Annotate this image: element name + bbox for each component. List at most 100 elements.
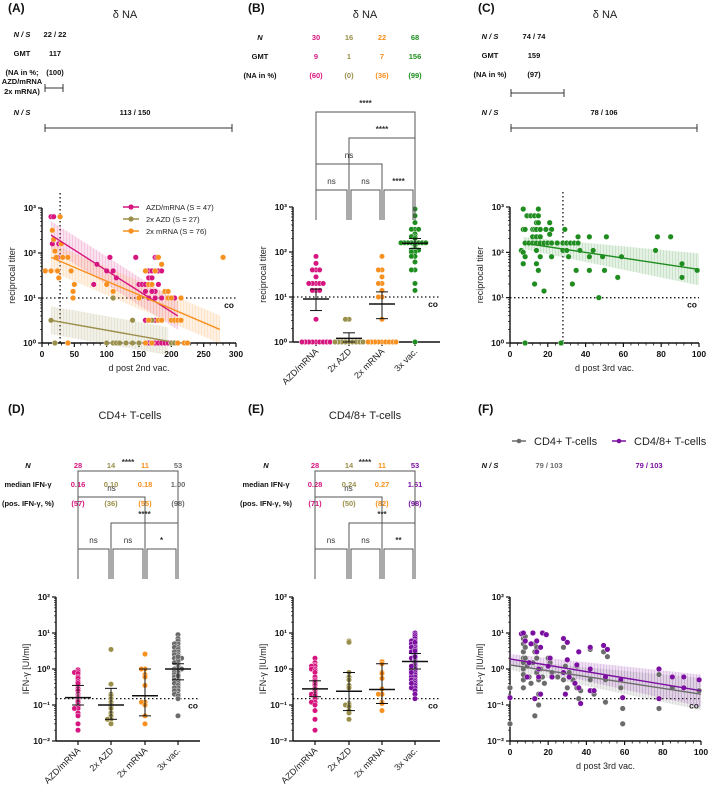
legend-label: 2x AZD (S = 27) [146,215,200,224]
x-tick-label: 100 [100,349,114,359]
significance-label: ns [107,484,115,493]
stats-value: 53 [411,461,419,470]
y-axis-label: IFN-γ [UI/ml] [21,644,31,695]
y-tick-label: 10² [275,592,287,602]
legend-marker [128,228,134,234]
significance-bracket [314,496,383,579]
significance-label: **** [122,458,135,467]
range-bracket-day28 [510,89,565,97]
data-point [75,712,81,719]
significance-bracket [315,111,416,220]
data-point [587,666,594,673]
x-tick-label: 20 [543,747,553,757]
panel-title: δ NA [113,9,138,21]
stats-value: 28 [74,461,82,470]
data-point [541,288,548,295]
data-point [129,340,136,347]
significance-label: ns [361,177,369,186]
legend-marker [616,438,622,444]
data-point [520,260,527,267]
stats-value: 0.27 [375,480,390,489]
data-point [168,295,175,302]
data-point [535,219,542,226]
data-point [586,267,593,274]
x-category-label: 3x vac. [392,745,419,772]
stats-row-label: N [25,461,31,470]
data-point [51,340,58,347]
x-category-label: 2x AZD [325,346,353,374]
data-point [669,673,676,680]
stats-value: 1 [347,52,351,61]
data-point [696,676,703,683]
stats-row-label: (pos. IFN-γ, %) [240,499,293,508]
stats-note: AZD/mRNA [2,77,43,86]
significance-label: ns [327,536,335,545]
x-category-label: 2x AZD [325,745,353,773]
significance-label: **** [359,458,372,467]
data-point [71,281,78,288]
data-point [537,253,544,260]
significance-bracket [348,137,416,220]
x-tick-label: 60 [620,747,630,757]
data-point [535,212,542,219]
data-point [541,680,548,687]
data-point [412,219,418,226]
trend-line [523,242,700,271]
data-point [145,317,152,324]
data-point [543,631,550,638]
significance-label: * [160,536,164,545]
data-point [327,339,333,345]
data-point [507,684,514,691]
data-point [546,231,553,238]
data-point [360,339,366,345]
data-point [365,339,371,345]
x-category-label: 2x mRNA [352,346,386,380]
data-point [50,213,57,220]
stats-row-label: (pos. IFN-γ, %) [2,499,55,508]
data-point [220,254,227,261]
stats-value: 9 [314,52,318,61]
y-axis-label: reciprocal titer [258,246,268,303]
data-point [103,340,110,347]
data-point [412,259,418,265]
data-point [602,699,609,706]
stats-row-label: (NA in %; [5,68,38,77]
data-point [549,673,556,680]
data-point [110,267,117,274]
data-point [408,669,415,676]
cutoff-label: co [687,300,697,310]
data-point [595,294,602,301]
stats-value: 22 [378,33,386,42]
data-point [412,287,418,294]
data-point [158,261,165,268]
data-point [75,720,81,727]
data-point [577,700,584,707]
stats-row-label: N / S [14,108,31,117]
data-point [57,213,64,220]
y-tick-label: 10² [275,247,287,257]
data-point [313,260,319,267]
data-point [408,680,415,687]
data-point [184,340,191,347]
cutoff-label: co [428,701,438,711]
stats-value: (100) [46,68,64,77]
data-point [123,340,130,347]
data-point [604,653,611,660]
significance-bracket [350,189,381,220]
stats-value: 0.18 [138,480,153,489]
stats-value: 11 [378,461,386,470]
data-point [554,673,561,680]
data-point [148,288,155,295]
data-point [171,659,178,666]
significance-bracket [146,548,177,579]
data-point [575,648,582,655]
data-point [412,639,418,646]
x-tick-label: 200 [164,349,178,359]
data-point [667,233,674,240]
significance-label: ns [361,536,369,545]
stats-value: (36) [375,71,389,80]
data-point [375,267,382,273]
data-point [379,273,385,280]
y-tick-label: 10⁰ [491,664,504,674]
y-tick-label: 10² [492,247,504,257]
